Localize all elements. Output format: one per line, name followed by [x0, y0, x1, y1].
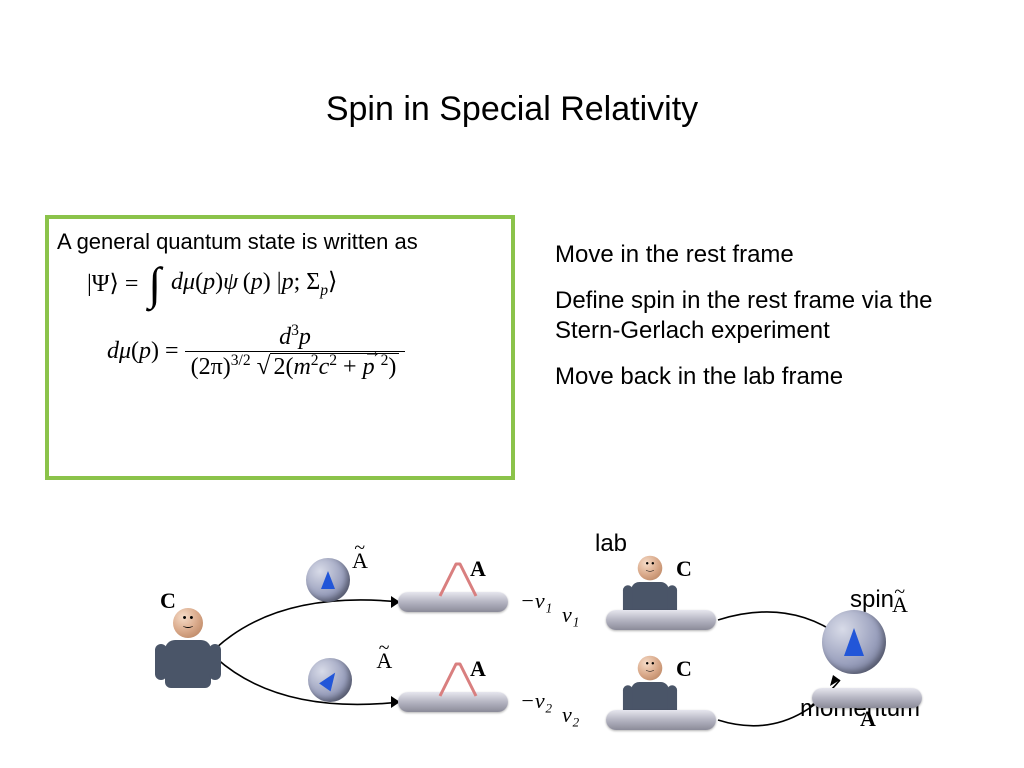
diagram-left: • •‿ C A A −v₁ A A −v₂ [160, 540, 540, 740]
tag-v1: v₁ [562, 602, 579, 628]
tag-a-bot-left: A [470, 656, 486, 682]
formula-measure: dμ(p) = d3p (2π)3/2 √2(m2c2 + p 2) [107, 322, 503, 381]
tag-v2: v₂ [562, 702, 579, 728]
ball-right [822, 610, 886, 674]
formula-psi: |Ψ⟩ = ∫ dμ(p)ψ (p) |p; Σp⟩ [87, 267, 503, 300]
tag-atilde-right: A [892, 592, 908, 617]
spin-arrow-icon [319, 669, 341, 692]
spin-arrow-icon [321, 571, 335, 589]
page-title: Spin in Special Relativity [0, 90, 1024, 129]
tag-atilde-bot-left: A [376, 648, 392, 673]
bar-a-right [812, 688, 922, 708]
spin-arrow-icon [844, 628, 864, 656]
tag-a-top-left: A [470, 556, 486, 582]
diagram-right: • •‿ C v₁ • •‿ C v₂ A A [560, 540, 980, 760]
label-c-top-right: C [676, 556, 692, 582]
label-c-left: C [160, 588, 176, 614]
tag-mv1: −v₁ [520, 588, 552, 614]
ball-top-left [306, 558, 350, 602]
tag-a-right: A [860, 706, 876, 732]
formula-caption: A general quantum state is written as [57, 229, 503, 255]
notes: Move in the rest frame Define spin in th… [555, 240, 985, 408]
label-c-bot-right: C [676, 656, 692, 682]
note-3: Move back in the lab frame [555, 362, 985, 392]
ball-bot-left [308, 658, 352, 702]
note-2: Define spin in the rest frame via the St… [555, 286, 985, 346]
tag-atilde-top-left: A [352, 548, 368, 573]
formula-box: A general quantum state is written as |Ψ… [45, 215, 515, 480]
bar-top-right [606, 610, 716, 630]
note-1: Move in the rest frame [555, 240, 985, 270]
observer-c-left: • •‿ [160, 608, 216, 694]
bar-bot-right [606, 710, 716, 730]
tag-mv2: −v₂ [520, 688, 552, 714]
